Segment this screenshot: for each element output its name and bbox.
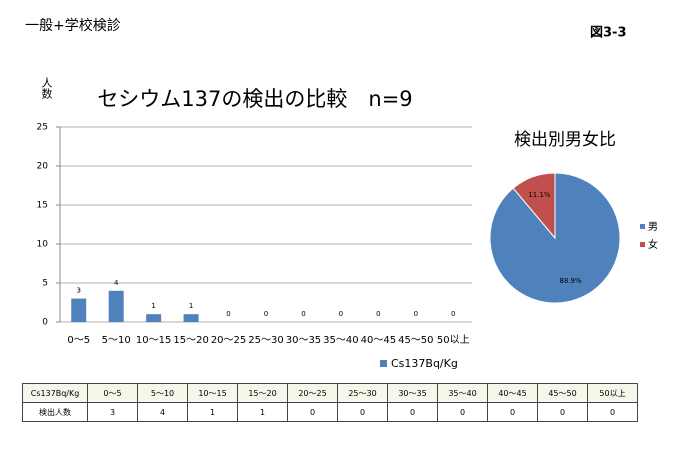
- data-label: 0: [414, 310, 418, 318]
- header-cell: 20～25: [287, 383, 338, 403]
- header-cell: 45～50: [537, 383, 588, 403]
- table-cell: 0: [537, 402, 588, 422]
- data-label: 0: [226, 310, 230, 318]
- header-cell: 5～10: [137, 383, 188, 403]
- x-tick-label: 45～50: [398, 335, 433, 346]
- x-tick-label: 35～40: [323, 335, 358, 346]
- data-label: 1: [189, 302, 193, 310]
- header-cell: 35～40: [437, 383, 488, 403]
- table-cell: 0: [287, 402, 338, 422]
- table-cell: 0: [387, 402, 438, 422]
- data-table: Cs137Bq/Kg 0～5 5～10 10～15 15～20 20～25 25～30 30～…: [22, 383, 638, 422]
- bar: [71, 298, 87, 322]
- x-tick-label: 15～20: [173, 335, 208, 346]
- header-cell: 30～35: [387, 383, 438, 403]
- bar: [146, 314, 162, 322]
- table-cell: 0: [587, 402, 638, 422]
- chart-title: 検出別男女比: [514, 130, 616, 150]
- x-tick-label: 30～35: [286, 335, 321, 346]
- header-cell: 15～20: [237, 383, 288, 403]
- data-label: 88.9%: [559, 277, 582, 285]
- table-cell: 検出人数: [22, 402, 88, 422]
- table-row: 検出人数 3 4 1 1 0 0 0 0 0 0 0: [22, 402, 638, 422]
- data-label: 11.1%: [528, 191, 551, 199]
- x-tick-label: 5～10: [102, 335, 131, 346]
- table-cell: 1: [237, 402, 288, 422]
- x-tick-label: 50以上: [437, 334, 470, 346]
- header-cell: 40～45: [487, 383, 538, 403]
- x-tick-label: 40～45: [361, 335, 396, 346]
- figure-number: 図3-3: [590, 26, 627, 41]
- header-cell: 50以上: [587, 383, 638, 403]
- table-row: Cs137Bq/Kg 0～5 5～10 10～15 15～20 20～25 25～30 30～…: [22, 383, 638, 403]
- legend-swatch: [640, 224, 645, 229]
- y-axis-label: 人数: [40, 77, 53, 100]
- x-tick-label: 25～30: [248, 335, 283, 346]
- chart-title: セシウム137の検出の比較 n=9: [97, 87, 412, 111]
- y-tick-label: 25: [37, 123, 48, 133]
- table-cell: 3: [87, 402, 138, 422]
- header-cell: 0～5: [87, 383, 138, 403]
- table-cell: 4: [137, 402, 188, 422]
- header-cell: 10～15: [187, 383, 238, 403]
- data-label: 0: [451, 310, 455, 318]
- data-label: 0: [264, 310, 268, 318]
- x-tick-label: 20～25: [211, 335, 246, 346]
- x-tick-label: 0～5: [67, 335, 90, 346]
- legend-swatch: [640, 242, 645, 247]
- y-tick-label: 15: [37, 201, 48, 211]
- header-cell: Cs137Bq/Kg: [22, 383, 88, 403]
- header-cell: 25～30: [337, 383, 388, 403]
- y-tick-label: 20: [37, 162, 49, 172]
- table-cell: 0: [437, 402, 488, 422]
- legend-swatch: [380, 360, 387, 367]
- data-label: 0: [376, 310, 380, 318]
- bar: [108, 290, 124, 322]
- legend-label: Cs137Bq/Kg: [391, 357, 458, 370]
- data-label: 4: [114, 279, 119, 287]
- y-tick-label: 5: [42, 279, 48, 289]
- pie-slice: [512, 172, 556, 240]
- legend-label: 女: [648, 238, 658, 251]
- data-label: 1: [151, 302, 155, 310]
- y-tick-label: 0: [42, 318, 48, 328]
- table-cell: 0: [487, 402, 538, 422]
- x-tick-label: 10～15: [136, 335, 171, 346]
- legend-label: 男: [648, 221, 658, 233]
- data-label: 0: [301, 310, 305, 318]
- table-cell: 0: [337, 402, 388, 422]
- data-label: 0: [339, 310, 343, 318]
- data-label: 3: [76, 287, 80, 295]
- bar: [183, 314, 199, 322]
- table-cell: 1: [187, 402, 238, 422]
- page-title: 一般+学校検診: [25, 17, 121, 34]
- y-tick-label: 10: [37, 240, 49, 250]
